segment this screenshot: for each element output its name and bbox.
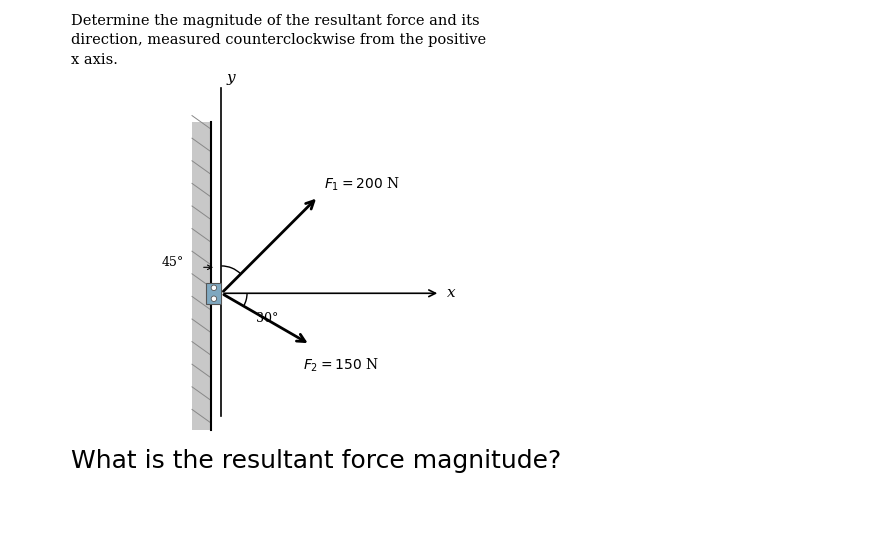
Text: Determine the magnitude of the resultant force and its
direction, measured count: Determine the magnitude of the resultant… [71,14,486,67]
Text: What is the resultant force magnitude?: What is the resultant force magnitude? [71,449,561,473]
Text: x: x [447,286,455,300]
Text: $F_1 = 200$ N: $F_1 = 200$ N [324,176,400,193]
Bar [192,122,211,430]
Text: y: y [227,71,235,85]
Bar [206,283,221,304]
Circle shape [211,285,217,291]
Text: $F_2 = 150$ N: $F_2 = 150$ N [303,357,379,374]
Text: 30°: 30° [256,312,278,326]
Circle shape [211,296,217,301]
Text: 45°: 45° [161,256,183,269]
